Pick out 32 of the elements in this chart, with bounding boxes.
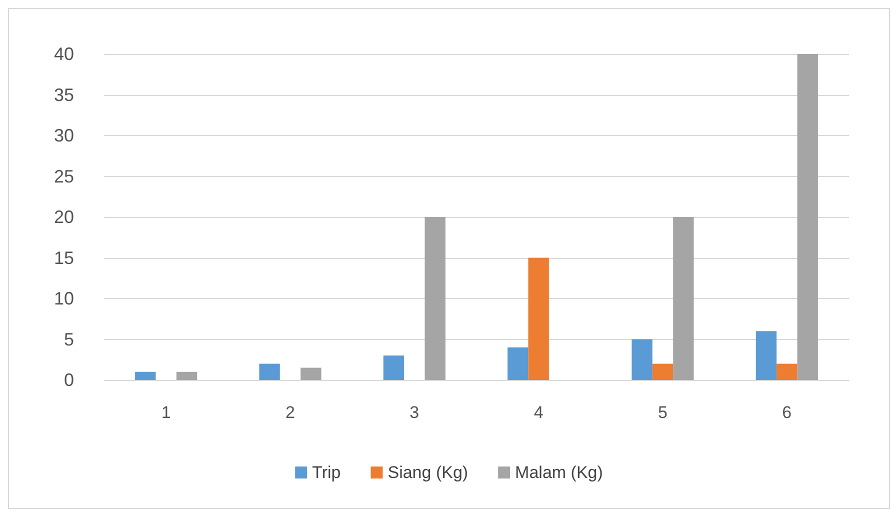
legend-label: Siang (Kg)	[388, 463, 468, 482]
bar	[632, 339, 652, 380]
bar	[652, 364, 674, 380]
x-tick-label: 4	[534, 403, 544, 422]
y-tick-label: 35	[54, 84, 74, 105]
bar	[135, 372, 156, 380]
y-tick-label: 25	[54, 166, 74, 186]
bar	[673, 217, 694, 380]
bar	[776, 364, 798, 380]
legend-label: Malam (Kg)	[515, 463, 603, 482]
y-tick-label: 15	[54, 248, 74, 268]
y-tick-label: 30	[54, 126, 74, 146]
bar	[508, 347, 528, 380]
x-tick-label: 3	[410, 403, 420, 422]
bar	[259, 364, 280, 380]
y-tick-label: 10	[54, 288, 74, 308]
legend-label: Trip	[312, 463, 341, 482]
bar	[383, 356, 404, 380]
bar	[797, 54, 818, 380]
x-tick-label: 6	[782, 403, 792, 422]
x-tick-label: 1	[161, 403, 171, 422]
y-tick-label: 5	[64, 329, 74, 350]
bar	[176, 372, 198, 380]
y-tick-label: 0	[64, 370, 74, 390]
y-tick-label: 40	[54, 44, 74, 64]
x-tick-label: 5	[658, 403, 668, 422]
bar	[756, 331, 777, 380]
x-tick-label: 2	[286, 403, 295, 422]
bar	[424, 217, 446, 380]
y-tick-label: 20	[54, 207, 74, 227]
bar	[300, 368, 322, 380]
bar	[528, 258, 549, 380]
